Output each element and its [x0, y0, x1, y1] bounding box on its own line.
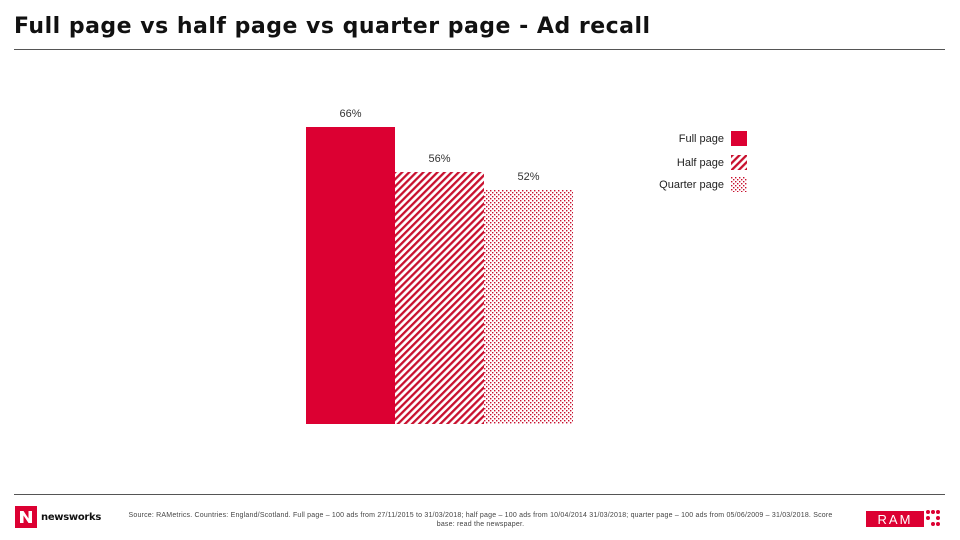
data-label-half-page: 56%: [428, 153, 450, 165]
ram-logo-text: RAM: [878, 512, 913, 527]
legend-item-half-page: Half page: [657, 155, 747, 170]
bar-half-page: [395, 172, 484, 424]
source-note: Source: RAMetrics. Countries: England/Sc…: [128, 512, 833, 528]
data-label-quarter-page: 52%: [517, 171, 539, 183]
page-title: Full page vs half page vs quarter page -…: [14, 14, 651, 39]
bar-full-page: [306, 127, 395, 424]
legend-item-full-page: Full page: [657, 131, 747, 146]
ram-logo: RAM: [866, 510, 940, 527]
footer-divider: [14, 494, 945, 495]
newsworks-n-icon: [15, 506, 37, 528]
legend-swatch-dotted: [731, 177, 747, 192]
logo-text: newsworks: [41, 511, 102, 523]
legend-swatch-striped: [731, 155, 747, 170]
newsworks-logo: newsworks: [15, 506, 101, 528]
legend-label: Full page: [678, 132, 724, 145]
legend-swatch-solid: [731, 131, 747, 146]
legend-label: Half page: [676, 156, 724, 169]
legend-label: Quarter page: [659, 178, 724, 191]
bar-quarter-page: [484, 190, 573, 424]
data-label-full-page: 66%: [339, 108, 361, 120]
legend-item-quarter-page: Quarter page: [647, 177, 747, 192]
title-divider: [14, 49, 945, 50]
